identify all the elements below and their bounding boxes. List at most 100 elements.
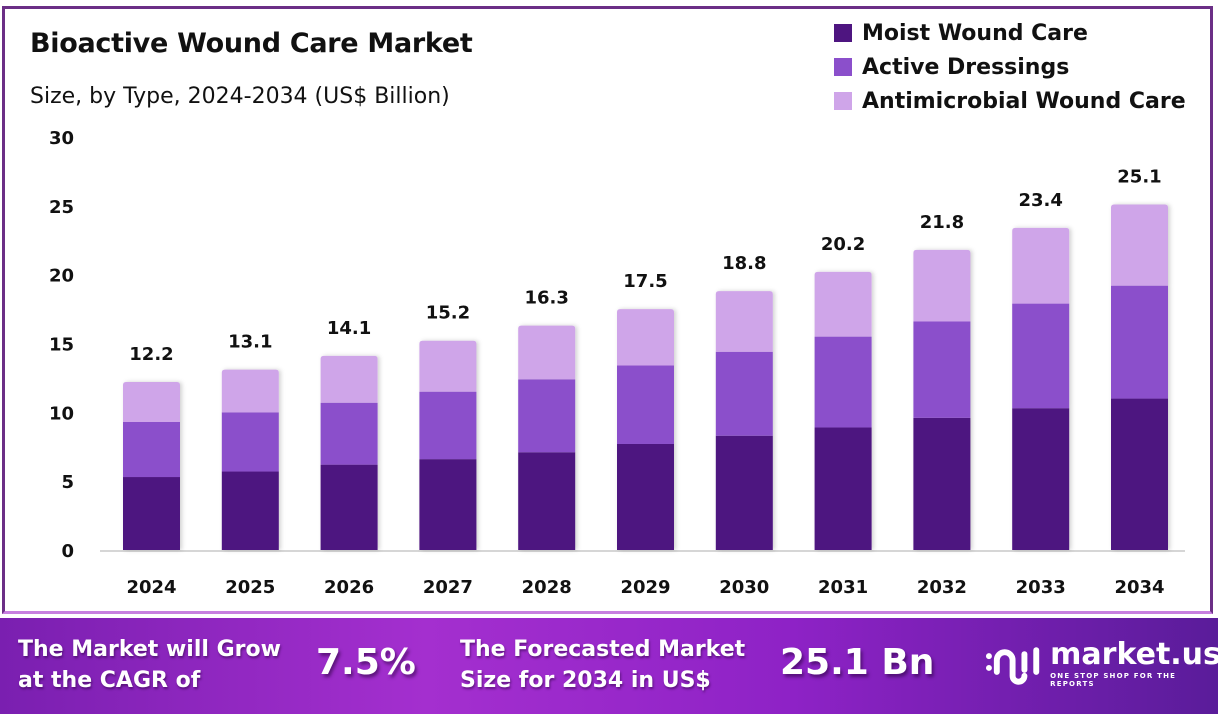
total-value-label: 18.8	[722, 253, 766, 274]
bar-stack-2029	[617, 309, 674, 550]
legend: Moist Wound Care Active Dressings Antimi…	[834, 16, 1186, 118]
legend-label: Moist Wound Care	[862, 20, 1088, 46]
bar-stack-2025	[221, 369, 279, 550]
bar-segment-active-dressings	[320, 402, 378, 465]
legend-swatch-active-dressings	[834, 58, 852, 76]
bar-segment-active-dressings	[518, 379, 576, 453]
y-tick-label: 25	[49, 197, 74, 218]
legend-item-moist-wound-care: Moist Wound Care	[834, 16, 1186, 50]
legend-label: Antimicrobial Wound Care	[862, 88, 1186, 114]
bar-segment-active-dressings	[1012, 303, 1070, 409]
x-tick-label: 2033	[1016, 577, 1066, 598]
total-value-label: 16.3	[524, 288, 568, 309]
bar-segment-antimicrobial-wound-care	[913, 249, 971, 322]
cagr-caption-line2: at the CAGR of	[18, 668, 201, 693]
chart-frame	[2, 6, 1213, 614]
x-axis: 2024 2025 2026 2027 2028 2029 2030 2031 2032 2033…	[126, 577, 1164, 598]
bar-stack-2034	[1111, 204, 1168, 550]
y-tick-label: 5	[61, 472, 74, 493]
logo-name: market.us	[1050, 637, 1218, 672]
bar-stack-2032	[913, 249, 971, 550]
bar-segment-moist-wound-care	[518, 452, 576, 550]
bar-segment-antimicrobial-wound-care	[1012, 227, 1070, 304]
total-labels-group: 12.2 13.1 14.1 15.2 16.3 17.5 18.8 20.2 21.8 23.4…	[129, 166, 1161, 365]
bar-segment-antimicrobial-wound-care	[617, 309, 674, 366]
bar-segment-moist-wound-care	[913, 417, 971, 550]
bar-segment-moist-wound-care	[814, 427, 872, 550]
bar-segment-moist-wound-care	[715, 435, 773, 550]
bar-segment-active-dressings	[814, 336, 872, 428]
chart-title: Bioactive Wound Care Market	[30, 28, 473, 59]
y-tick-label: 0	[61, 541, 74, 562]
total-value-label: 13.1	[228, 332, 272, 353]
forecast-caption: The Forecasted Market Size for 2034 in U…	[460, 634, 745, 696]
cagr-caption-line1: The Market will Grow	[18, 637, 281, 662]
cagr-caption: The Market will Grow at the CAGR of	[18, 634, 281, 696]
bar-stack-2026	[320, 355, 378, 550]
logo-wordmark: market.us ONE STOP SHOP FOR THE REPORTS	[1050, 637, 1218, 689]
logo-mark-icon	[985, 647, 1040, 685]
bar-segment-antimicrobial-wound-care	[419, 340, 477, 392]
forecast-caption-line2: Size for 2034 in US$	[460, 668, 711, 693]
x-tick-label: 2030	[719, 577, 769, 598]
bar-segment-active-dressings	[419, 391, 477, 460]
bar-segment-active-dressings	[617, 365, 674, 444]
bar-stack-2028	[518, 325, 576, 550]
bar-segment-antimicrobial-wound-care	[1111, 204, 1168, 286]
bar-segment-antimicrobial-wound-care	[715, 291, 773, 352]
legend-label: Active Dressings	[862, 54, 1070, 80]
bar-segment-active-dressings	[1111, 285, 1168, 399]
x-tick-label: 2032	[917, 577, 967, 598]
total-value-label: 14.1	[327, 318, 371, 339]
legend-swatch-moist-wound-care	[834, 24, 852, 42]
total-value-label: 21.8	[920, 212, 964, 233]
total-value-label: 20.2	[821, 234, 865, 255]
legend-swatch-antimicrobial-wound-care	[834, 92, 852, 110]
bar-stack-2024	[123, 382, 180, 550]
bar-segment-active-dressings	[221, 412, 279, 472]
x-tick-label: 2024	[126, 577, 176, 598]
x-tick-label: 2031	[818, 577, 868, 598]
x-tick-label: 2028	[522, 577, 572, 598]
x-tick-label: 2027	[423, 577, 473, 598]
forecast-value: 25.1 Bn	[780, 642, 935, 683]
bar-segment-moist-wound-care	[221, 471, 279, 550]
total-value-label: 12.2	[129, 344, 173, 365]
bar-segment-active-dressings	[715, 351, 773, 436]
forecast-caption-line1: The Forecasted Market	[460, 637, 746, 662]
chart-subtitle: Size, by Type, 2024-2034 (US$ Billion)	[30, 84, 450, 109]
legend-item-antimicrobial-wound-care: Antimicrobial Wound Care	[834, 84, 1186, 118]
bar-stack-2031	[814, 271, 872, 550]
cagr-value: 7.5%	[316, 642, 416, 683]
market-us-logo[interactable]: market.us ONE STOP SHOP FOR THE REPORTS	[985, 640, 1218, 688]
bar-segment-moist-wound-care	[123, 477, 180, 550]
bar-segment-antimicrobial-wound-care	[320, 355, 378, 403]
bar-segment-antimicrobial-wound-care	[814, 271, 872, 337]
bar-segment-moist-wound-care	[419, 459, 477, 550]
total-value-label: 23.4	[1018, 190, 1062, 211]
total-value-label: 17.5	[623, 271, 667, 292]
bars-group	[123, 204, 1168, 550]
x-tick-label: 2025	[225, 577, 275, 598]
bar-stack-2027	[419, 340, 477, 550]
total-value-label: 15.2	[426, 303, 470, 324]
bar-segment-moist-wound-care	[1111, 398, 1168, 550]
y-tick-label: 10	[49, 403, 74, 424]
y-tick-label: 30	[49, 128, 74, 149]
bar-segment-antimicrobial-wound-care	[123, 382, 180, 422]
bar-segment-antimicrobial-wound-care	[221, 369, 279, 413]
summary-banner: The Market will Grow at the CAGR of 7.5%…	[0, 618, 1218, 714]
y-axis: 0 5 10 15 20 25 30	[49, 128, 74, 562]
x-tick-label: 2029	[620, 577, 670, 598]
bar-segment-moist-wound-care	[320, 464, 378, 550]
x-tick-label: 2034	[1114, 577, 1164, 598]
y-tick-label: 20	[49, 266, 74, 287]
x-tick-label: 2026	[324, 577, 374, 598]
bar-segment-antimicrobial-wound-care	[518, 325, 576, 380]
total-value-label: 25.1	[1117, 166, 1161, 187]
bar-segment-active-dressings	[913, 321, 971, 418]
bar-stack-2030	[715, 291, 773, 550]
bar-segment-moist-wound-care	[617, 443, 674, 550]
bar-stack-2033	[1012, 227, 1070, 550]
